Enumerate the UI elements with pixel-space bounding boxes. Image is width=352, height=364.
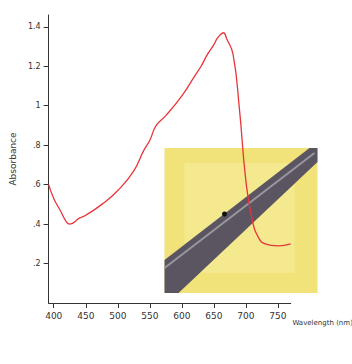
svg-text:700: 700 xyxy=(237,311,254,321)
svg-text:.2: .2 xyxy=(33,259,41,268)
svg-text:.6: .6 xyxy=(33,180,41,189)
svg-text:1.2: 1.2 xyxy=(28,62,41,71)
svg-text:600: 600 xyxy=(173,311,190,321)
svg-text:400: 400 xyxy=(45,311,62,321)
svg-text:Wavelength (nm): Wavelength (nm) xyxy=(292,319,352,327)
svg-text:Absorbance: Absorbance xyxy=(8,132,18,186)
svg-text:.8: .8 xyxy=(33,141,41,150)
svg-text:1.4: 1.4 xyxy=(28,22,41,31)
svg-text:.4: .4 xyxy=(33,220,41,229)
svg-text:450: 450 xyxy=(77,311,94,321)
svg-text:750: 750 xyxy=(269,311,286,321)
svg-text:500: 500 xyxy=(109,311,126,321)
svg-text:1: 1 xyxy=(36,101,41,110)
svg-text:550: 550 xyxy=(141,311,158,321)
svg-text:650: 650 xyxy=(205,311,222,321)
